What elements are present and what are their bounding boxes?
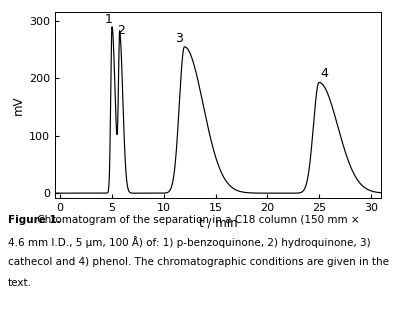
Text: 4: 4 bbox=[320, 66, 328, 79]
Text: Chromatogram of the separation in a C18 column (150 mm ×: Chromatogram of the separation in a C18 … bbox=[34, 215, 360, 225]
Text: cathecol and 4) phenol. The chromatographic conditions are given in the: cathecol and 4) phenol. The chromatograp… bbox=[8, 257, 389, 267]
Y-axis label: mV: mV bbox=[12, 95, 25, 115]
Text: 1: 1 bbox=[105, 13, 112, 26]
Text: text.: text. bbox=[8, 278, 32, 288]
Text: 2: 2 bbox=[118, 24, 125, 37]
X-axis label: t / min: t / min bbox=[199, 217, 237, 230]
Text: Figure 1.: Figure 1. bbox=[8, 215, 61, 225]
Text: 3: 3 bbox=[175, 32, 183, 45]
Text: 4.6 mm I.D., 5 μm, 100 Å) of: 1) p-benzoquinone, 2) hydroquinone, 3): 4.6 mm I.D., 5 μm, 100 Å) of: 1) p-benzo… bbox=[8, 236, 371, 248]
